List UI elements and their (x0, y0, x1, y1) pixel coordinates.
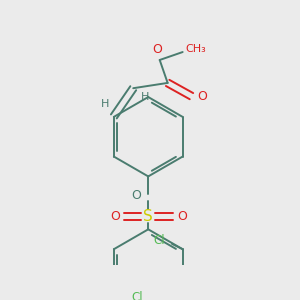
Text: O: O (110, 210, 120, 223)
Text: O: O (152, 43, 162, 56)
Text: O: O (131, 189, 141, 202)
Text: O: O (177, 210, 187, 223)
Text: O: O (197, 90, 207, 103)
Text: H: H (101, 99, 109, 109)
Text: Cl: Cl (154, 234, 166, 247)
Text: S: S (143, 208, 153, 224)
Text: CH₃: CH₃ (185, 44, 206, 53)
Text: H: H (140, 92, 149, 102)
Text: Cl: Cl (131, 291, 142, 300)
